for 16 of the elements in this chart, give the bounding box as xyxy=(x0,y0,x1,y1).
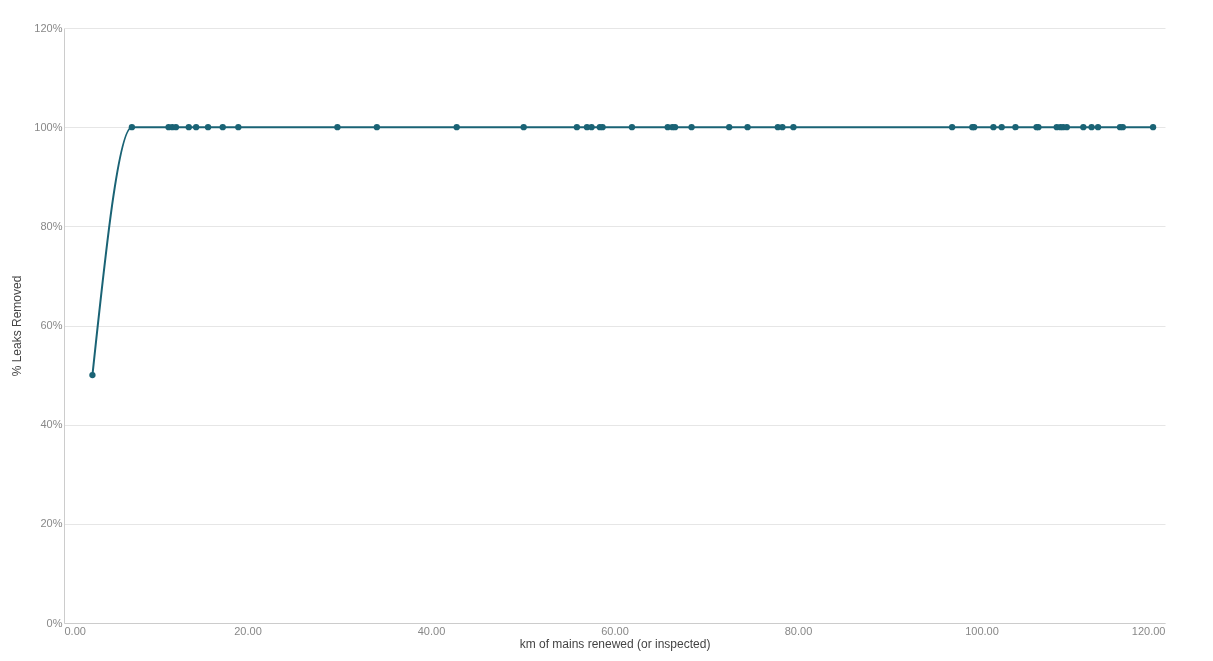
x-tick-label: 60.00 xyxy=(601,624,629,637)
x-tick-label: 80.00 xyxy=(784,624,813,637)
x-tick-label: 40.00 xyxy=(417,624,446,637)
x-tick-label: 20.00 xyxy=(234,624,262,637)
x-axis-title: km of mains renewed (or inspected) xyxy=(519,636,711,651)
y-tick-label: 20% xyxy=(40,517,63,530)
x-tick-label: 0.00 xyxy=(64,624,86,637)
y-tick-label: 80% xyxy=(40,219,63,232)
y-tick-label: 120% xyxy=(34,21,63,34)
y-tick-label: 100% xyxy=(34,120,63,133)
x-tick-label: 100.00 xyxy=(965,624,999,637)
x-tick-label: 120.00 xyxy=(1131,624,1166,637)
y-tick-label: 0% xyxy=(46,616,63,629)
y-tick-label: 60% xyxy=(40,319,63,331)
y-tick-label: 40% xyxy=(40,418,63,431)
y-axis-title: % Leaks Removed xyxy=(10,275,25,377)
